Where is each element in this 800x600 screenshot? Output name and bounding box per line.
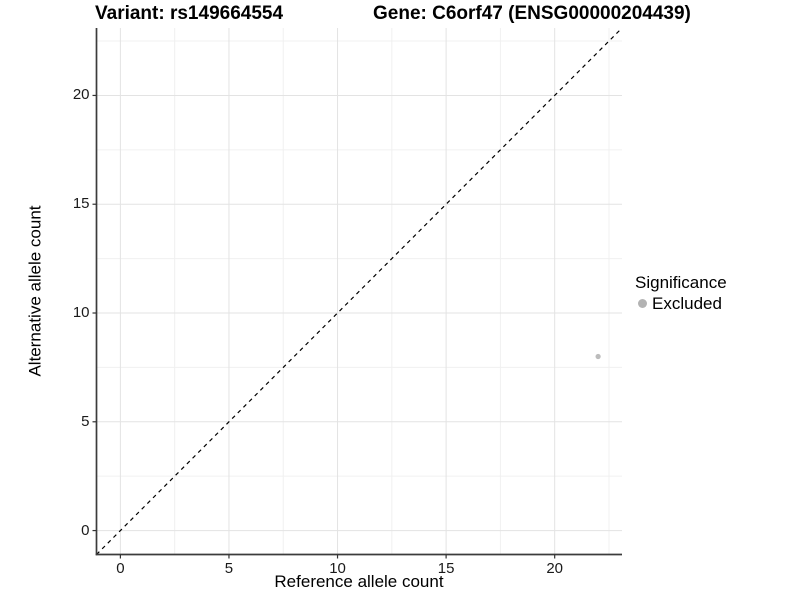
- data-point: [595, 353, 601, 360]
- x-tick-label: 0: [116, 559, 125, 577]
- plot-title-gene: Gene: C6orf47 (ENSG00000204439): [373, 3, 691, 24]
- legend-item-label: Excluded: [652, 294, 722, 313]
- x-axis-title: Reference allele count: [274, 572, 444, 591]
- x-tick-label: 15: [437, 559, 455, 577]
- x-tick-label: 20: [546, 559, 564, 577]
- x-tick-label: 5: [224, 559, 234, 577]
- y-tick-label: 5: [81, 412, 90, 430]
- y-tick-label: 0: [81, 521, 90, 539]
- y-tick-label: 20: [72, 86, 90, 104]
- y-tick-label: 15: [72, 195, 90, 213]
- y-axis-title: Alternative allele count: [25, 205, 45, 377]
- legend-key-dot-icon: [638, 299, 647, 308]
- legend: Significance Excluded: [635, 273, 727, 313]
- x-tick-label: 10: [329, 559, 346, 577]
- legend-items: Excluded: [635, 294, 727, 313]
- legend-item: Excluded: [638, 294, 727, 313]
- identity-line: [96, 27, 623, 555]
- plot-title-variant: Variant: rs149664554: [95, 3, 284, 24]
- y-tick-label: 10: [72, 304, 90, 321]
- legend-title: Significance: [635, 273, 727, 292]
